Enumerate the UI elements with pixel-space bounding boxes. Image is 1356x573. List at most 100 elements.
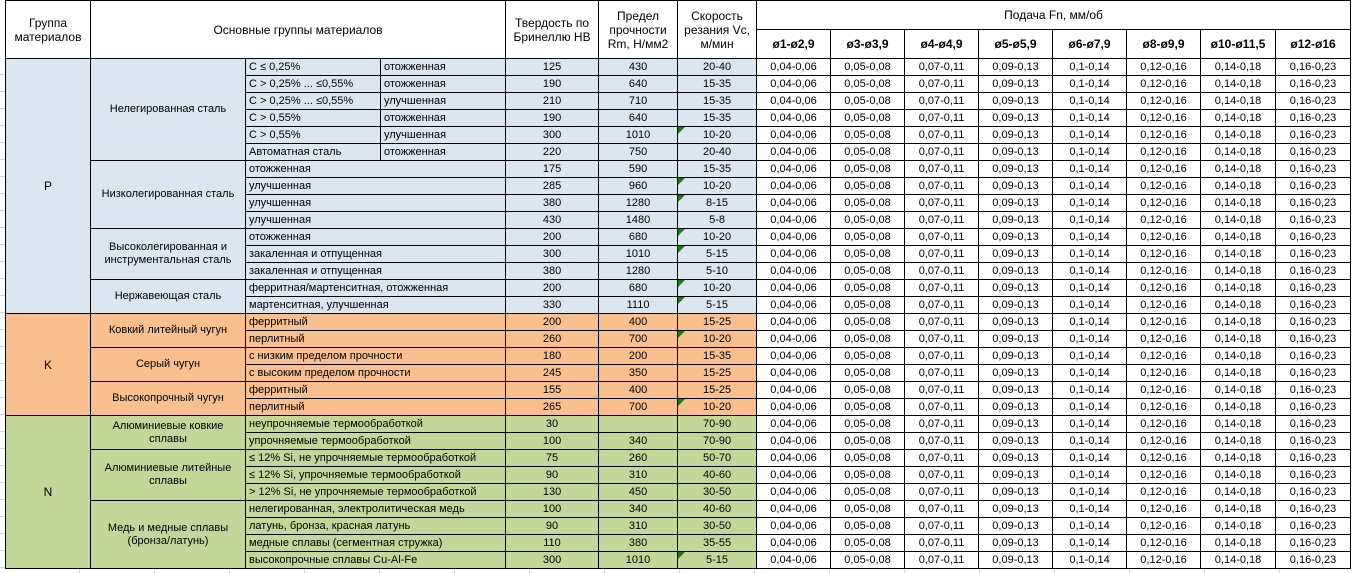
feed-cell[interactable]: 0,09-0,13 [978,228,1054,246]
feed-cell[interactable]: 0,04-0,06 [756,517,832,535]
header-dia-7[interactable]: ø10-ø11,5 [1200,29,1277,59]
description-cell[interactable]: медные сплавы (сегментная стружка) [244,534,507,552]
feed-cell[interactable]: 0,16-0,23 [1275,364,1352,382]
feed-cell[interactable]: 0,04-0,06 [756,245,832,263]
feed-cell[interactable]: 0,12-0,16 [1126,534,1202,552]
feed-cell[interactable]: 0,07-0,11 [904,364,980,382]
state-cell[interactable]: отожженная [379,75,507,93]
description-cell[interactable]: отожженная [244,160,507,178]
feed-cell[interactable]: 0,05-0,08 [830,381,906,399]
strength-cell[interactable]: 960 [598,177,679,195]
hardness-cell[interactable]: 245 [505,364,600,382]
hardness-cell[interactable]: 180 [505,347,600,365]
feed-cell[interactable]: 0,16-0,23 [1275,75,1352,93]
feed-cell[interactable]: 0,16-0,23 [1275,245,1352,263]
cutting-speed-cell[interactable]: 10-20 [677,126,758,144]
feed-cell[interactable]: 0,12-0,16 [1126,347,1202,365]
strength-cell[interactable]: 1480 [598,211,679,229]
feed-cell[interactable]: 0,05-0,08 [830,534,906,552]
description-cell[interactable]: ферритный [244,381,507,399]
header-tensile-strength[interactable]: Предел прочности Rm, Н/мм2 [598,0,679,59]
group-code-cell[interactable]: N [5,415,91,569]
strength-cell[interactable]: 1010 [598,551,679,569]
feed-cell[interactable]: 0,04-0,06 [756,364,832,382]
description-cell[interactable]: упрочняемые термообработкой [244,432,507,450]
feed-cell[interactable]: 0,07-0,11 [904,517,980,535]
feed-cell[interactable]: 0,1-0,14 [1052,194,1128,212]
feed-cell[interactable]: 0,16-0,23 [1275,160,1352,178]
feed-cell[interactable]: 0,04-0,06 [756,262,832,280]
material-subgroup-cell[interactable]: Медь и медные сплавы (бронза/латунь) [90,500,246,569]
feed-cell[interactable]: 0,14-0,18 [1200,347,1277,365]
strength-cell[interactable]: 400 [598,381,679,399]
description-cell[interactable]: ферритный [244,313,507,331]
feed-cell[interactable]: 0,04-0,06 [756,330,832,348]
feed-cell[interactable]: 0,04-0,06 [756,551,832,569]
feed-cell[interactable]: 0,05-0,08 [830,296,906,314]
feed-cell[interactable]: 0,1-0,14 [1052,92,1128,110]
feed-cell[interactable]: 0,1-0,14 [1052,126,1128,144]
feed-cell[interactable]: 0,16-0,23 [1275,177,1352,195]
header-brinell-hardness[interactable]: Твердость по Бринеллю HB [505,0,600,59]
cutting-speed-cell[interactable]: 40-60 [677,500,758,518]
feed-cell[interactable]: 0,12-0,16 [1126,126,1202,144]
hardness-cell[interactable]: 380 [505,262,600,280]
feed-cell[interactable]: 0,07-0,11 [904,534,980,552]
cutting-speed-cell[interactable]: 35-55 [677,534,758,552]
feed-cell[interactable]: 0,14-0,18 [1200,58,1277,76]
feed-cell[interactable]: 0,1-0,14 [1052,75,1128,93]
hardness-cell[interactable]: 100 [505,432,600,450]
strength-cell[interactable]: 680 [598,228,679,246]
feed-cell[interactable]: 0,07-0,11 [904,330,980,348]
feed-cell[interactable]: 0,09-0,13 [978,75,1054,93]
feed-cell[interactable]: 0,07-0,11 [904,466,980,484]
hardness-cell[interactable]: 200 [505,279,600,297]
feed-cell[interactable]: 0,09-0,13 [978,177,1054,195]
feed-cell[interactable]: 0,05-0,08 [830,347,906,365]
strength-cell[interactable]: 750 [598,143,679,161]
feed-cell[interactable]: 0,09-0,13 [978,296,1054,314]
feed-cell[interactable]: 0,05-0,08 [830,432,906,450]
hardness-cell[interactable]: 380 [505,194,600,212]
feed-cell[interactable]: 0,1-0,14 [1052,211,1128,229]
strength-cell[interactable]: 710 [598,92,679,110]
feed-cell[interactable]: 0,16-0,23 [1275,313,1352,331]
feed-cell[interactable]: 0,14-0,18 [1200,449,1277,467]
feed-cell[interactable]: 0,04-0,06 [756,483,832,501]
hardness-cell[interactable]: 90 [505,466,600,484]
feed-cell[interactable]: 0,04-0,06 [756,58,832,76]
feed-cell[interactable]: 0,04-0,06 [756,466,832,484]
feed-cell[interactable]: 0,09-0,13 [978,364,1054,382]
feed-cell[interactable]: 0,16-0,23 [1275,398,1352,416]
feed-cell[interactable]: 0,16-0,23 [1275,262,1352,280]
strength-cell[interactable]: 200 [598,347,679,365]
feed-cell[interactable]: 0,09-0,13 [978,466,1054,484]
feed-cell[interactable]: 0,04-0,06 [756,160,832,178]
feed-cell[interactable]: 0,07-0,11 [904,347,980,365]
feed-cell[interactable]: 0,07-0,11 [904,194,980,212]
feed-cell[interactable]: 0,07-0,11 [904,177,980,195]
hardness-cell[interactable]: 300 [505,126,600,144]
feed-cell[interactable]: 0,04-0,06 [756,398,832,416]
feed-cell[interactable]: 0,12-0,16 [1126,109,1202,127]
description-cell[interactable]: мартенситная, улучшенная [244,296,507,314]
description-cell[interactable]: с низким пределом прочности [244,347,507,365]
feed-cell[interactable]: 0,04-0,06 [756,92,832,110]
feed-cell[interactable]: 0,09-0,13 [978,58,1054,76]
strength-cell[interactable]: 340 [598,500,679,518]
group-code-cell[interactable]: P [5,58,91,314]
strength-cell[interactable]: 430 [598,58,679,76]
feed-cell[interactable]: 0,07-0,11 [904,126,980,144]
feed-cell[interactable]: 0,1-0,14 [1052,228,1128,246]
feed-cell[interactable]: 0,14-0,18 [1200,313,1277,331]
material-subgroup-cell[interactable]: Высокопрочный чугун [90,381,246,416]
feed-cell[interactable]: 0,14-0,18 [1200,296,1277,314]
feed-cell[interactable]: 0,1-0,14 [1052,58,1128,76]
hardness-cell[interactable]: 285 [505,177,600,195]
feed-cell[interactable]: 0,07-0,11 [904,449,980,467]
state-cell[interactable]: отожженная [379,143,507,161]
feed-cell[interactable]: 0,07-0,11 [904,500,980,518]
feed-cell[interactable]: 0,09-0,13 [978,330,1054,348]
feed-cell[interactable]: 0,14-0,18 [1200,466,1277,484]
header-dia-4[interactable]: ø5-ø5,9 [978,29,1054,59]
